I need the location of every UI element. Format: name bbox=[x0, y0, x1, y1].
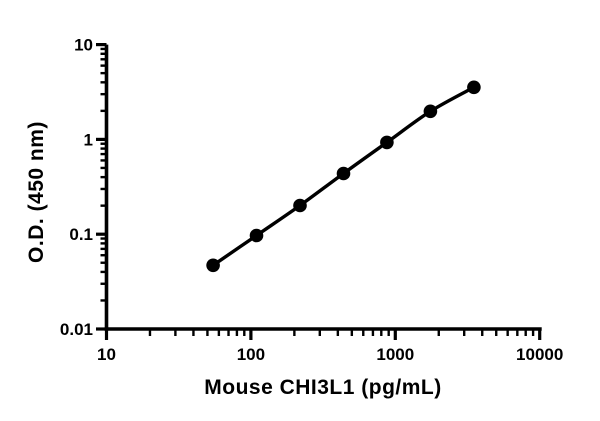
data-point-marker bbox=[249, 228, 264, 243]
y-tick-label: 0.01 bbox=[60, 320, 93, 339]
y-axis-title: O.D. (450 nm) bbox=[25, 121, 48, 263]
y-tick-label: 1 bbox=[84, 130, 93, 149]
x-tick-label: 1000 bbox=[376, 345, 414, 364]
x-axis-title: Mouse CHI3L1 (pg/mL) bbox=[204, 376, 442, 399]
x-tick-label: 10 bbox=[97, 345, 116, 364]
data-point-marker bbox=[380, 135, 394, 150]
data-point-marker bbox=[293, 198, 307, 213]
data-point-marker bbox=[467, 80, 481, 95]
x-tick-label: 100 bbox=[237, 345, 265, 364]
y-tick-label: 10 bbox=[74, 36, 93, 55]
y-tick-label: 0.1 bbox=[69, 225, 93, 244]
data-point-marker bbox=[423, 104, 438, 119]
x-tick-label: 10000 bbox=[516, 345, 563, 364]
data-point-marker bbox=[206, 258, 220, 273]
data-point-marker bbox=[336, 166, 351, 181]
